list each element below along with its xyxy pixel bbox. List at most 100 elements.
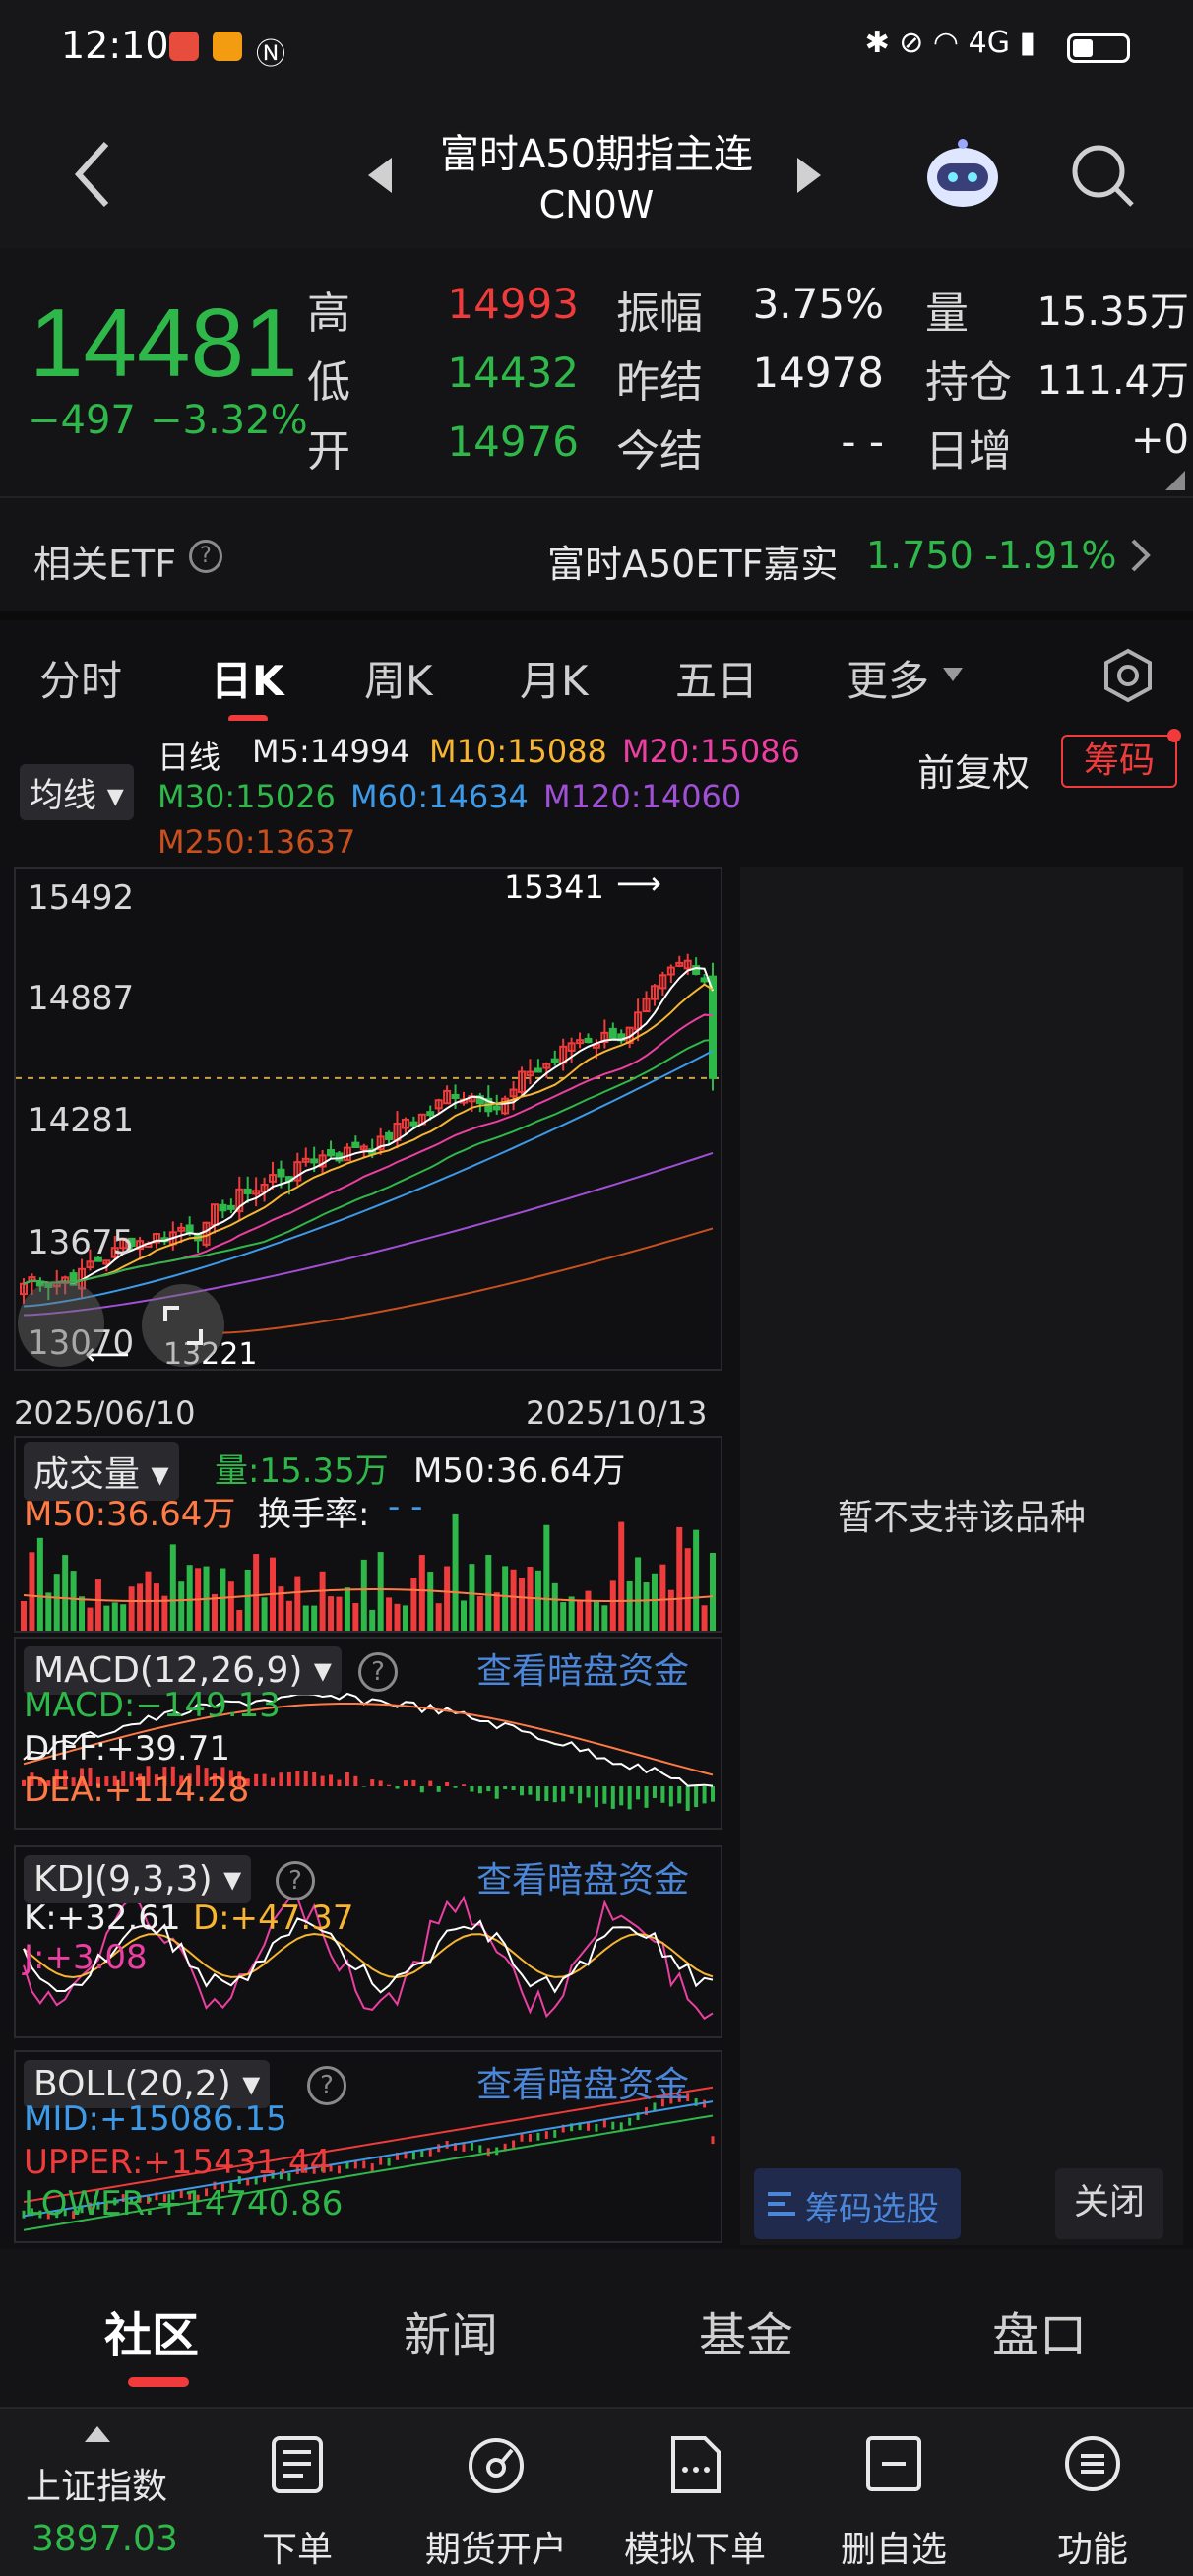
- help-icon[interactable]: ?: [189, 540, 222, 573]
- dark-pool-link[interactable]: 查看暗盘资金: [476, 2065, 690, 2105]
- volume-bar: [70, 1571, 77, 1631]
- boll-selector[interactable]: BOLL(20,2) ▾: [24, 2060, 271, 2108]
- candle-body: [426, 1111, 435, 1117]
- candle-body: [277, 1168, 285, 1178]
- index-ticker[interactable]: 上证指数 3897.03: [0, 2409, 197, 2576]
- ma250-value: M250:13637: [157, 823, 356, 861]
- macd-bar: [602, 1786, 607, 1804]
- tab-daily-k[interactable]: 日K: [211, 657, 284, 705]
- boll-mid-line: [23, 2100, 714, 2218]
- candle-body: [327, 1149, 336, 1157]
- volume-bar: [593, 1600, 599, 1631]
- kdj-panel[interactable]: KDJ(9,3,3) ▾ ? 查看暗盘资金 K:+32.61 D:+47.37 …: [14, 1845, 722, 2038]
- macd-bar: [586, 1786, 591, 1798]
- macd-bar: [486, 1786, 491, 1792]
- macd-bar: [237, 1771, 242, 1786]
- kdj-selector[interactable]: KDJ(9,3,3) ▾: [24, 1855, 252, 1903]
- ma5-line: [23, 967, 714, 1285]
- kline-panel[interactable]: 15492 14887 14281 13675 13070 15341 ⟶ ⟵ …: [14, 865, 722, 1373]
- volume-label: 量: [925, 289, 969, 339]
- help-icon[interactable]: ?: [358, 1652, 398, 1692]
- close-button[interactable]: 关闭: [1055, 2168, 1163, 2239]
- volume-chart[interactable]: [16, 1438, 721, 1631]
- volume-bar: [519, 1578, 526, 1631]
- settings-icon[interactable]: [1100, 648, 1156, 703]
- tab-weekly-k[interactable]: 周K: [364, 657, 433, 705]
- menu-icon: [1065, 2436, 1120, 2491]
- chip-select-button[interactable]: 筹码选股: [754, 2168, 961, 2239]
- dark-pool-link[interactable]: 查看暗盘资金: [476, 1860, 690, 1900]
- macd-chart[interactable]: [16, 1639, 721, 1828]
- tab-five-day[interactable]: 五日: [675, 657, 759, 705]
- volume-value: 15.35万: [1036, 290, 1189, 335]
- macd-bar: [544, 1786, 549, 1802]
- prev-settle-label: 昨结: [616, 357, 703, 408]
- d-line: [23, 1932, 714, 1978]
- tab-community[interactable]: 社区: [104, 2308, 200, 2363]
- tab-order-book[interactable]: 盘口: [992, 2308, 1088, 2363]
- macd-bar: [677, 1786, 682, 1804]
- volume-bar: [29, 1552, 35, 1631]
- remove-watchlist-button[interactable]: 删自选: [815, 2409, 973, 2576]
- help-icon[interactable]: ?: [307, 2066, 346, 2105]
- candle-body: [492, 1105, 501, 1111]
- macd-bar: [694, 1786, 699, 1808]
- next-instrument-icon[interactable]: [795, 156, 823, 195]
- tab-more[interactable]: 更多: [847, 657, 930, 705]
- fullscreen-button[interactable]: [142, 1284, 224, 1367]
- tab-news[interactable]: 新闻: [404, 2308, 499, 2363]
- dark-pool-link[interactable]: 查看暗盘资金: [476, 1651, 690, 1692]
- macd-bar: [702, 1786, 707, 1804]
- order-button[interactable]: 下单: [219, 2409, 376, 2576]
- tab-funds[interactable]: 基金: [699, 2308, 794, 2363]
- macd-bar: [46, 1780, 51, 1786]
- prev-instrument-icon[interactable]: [366, 156, 394, 195]
- macd-bar: [636, 1786, 641, 1800]
- kline-chart[interactable]: [16, 869, 721, 1369]
- ma250-line: [222, 1227, 714, 1334]
- ma-selector[interactable]: 均线 ▾: [20, 764, 134, 820]
- app-notification-icon: [213, 32, 242, 61]
- candle-body: [550, 1058, 559, 1063]
- macd-bar: [494, 1786, 499, 1799]
- back-chevron-icon[interactable]: [73, 140, 112, 209]
- volume-bar: [460, 1600, 467, 1631]
- functions-button[interactable]: 功能: [1014, 2409, 1171, 2576]
- boll-chart[interactable]: [16, 2052, 721, 2241]
- tab-intraday[interactable]: 分时: [39, 657, 123, 705]
- kdj-selector-label: KDJ(9,3,3): [33, 1859, 213, 1900]
- related-etf-row[interactable]: 相关ETF ? 富时A50ETF嘉实 1.750 -1.91%: [0, 496, 1193, 611]
- etf-price: 1.750: [866, 534, 973, 577]
- macd-bar: [279, 1772, 283, 1786]
- macd-bar: [685, 1786, 690, 1811]
- instrument-code: CN0W: [538, 183, 655, 226]
- zoom-out-handle[interactable]: [18, 1280, 104, 1367]
- expand-corner-icon[interactable]: [1165, 471, 1185, 490]
- robot-icon[interactable]: [923, 138, 1002, 213]
- ma60-line: [23, 1050, 714, 1308]
- price-adjust-toggle[interactable]: 前复权: [917, 751, 1031, 795]
- boll-panel[interactable]: BOLL(20,2) ▾ ? 查看暗盘资金 MID:+15086.15 UPPE…: [14, 2050, 722, 2243]
- volume-bar: [469, 1564, 475, 1631]
- volume-bar: [236, 1609, 243, 1631]
- macd-selector[interactable]: MACD(12,26,9) ▾: [24, 1646, 342, 1695]
- macd-bar: [378, 1780, 383, 1786]
- candle-body: [69, 1272, 78, 1286]
- caret-down-icon: [943, 668, 963, 681]
- search-icon[interactable]: [1069, 142, 1138, 211]
- dea-line: [23, 1702, 714, 1776]
- volume-bar: [543, 1524, 550, 1631]
- macd-panel[interactable]: MACD(12,26,9) ▾ ? 查看暗盘资金 MACD:−149.13 DI…: [14, 1637, 722, 1830]
- open-account-button[interactable]: 期货开户: [417, 2409, 575, 2576]
- volume-panel[interactable]: 成交量 ▾ 量:15.35万 M50:36.64万 M50:36.64万 换手率…: [14, 1436, 722, 1633]
- help-icon[interactable]: ?: [276, 1861, 315, 1900]
- candle-body: [260, 1183, 269, 1193]
- macd-bar: [312, 1771, 317, 1786]
- volume-selector[interactable]: 成交量 ▾: [24, 1442, 179, 1501]
- d-value: D:+47.37: [193, 1899, 354, 1938]
- chips-button[interactable]: 筹码: [1061, 735, 1177, 788]
- candle-body: [385, 1131, 394, 1141]
- tab-monthly-k[interactable]: 月K: [520, 657, 589, 705]
- macd-bar: [403, 1780, 408, 1786]
- simulate-order-button[interactable]: 模拟下单: [616, 2409, 774, 2576]
